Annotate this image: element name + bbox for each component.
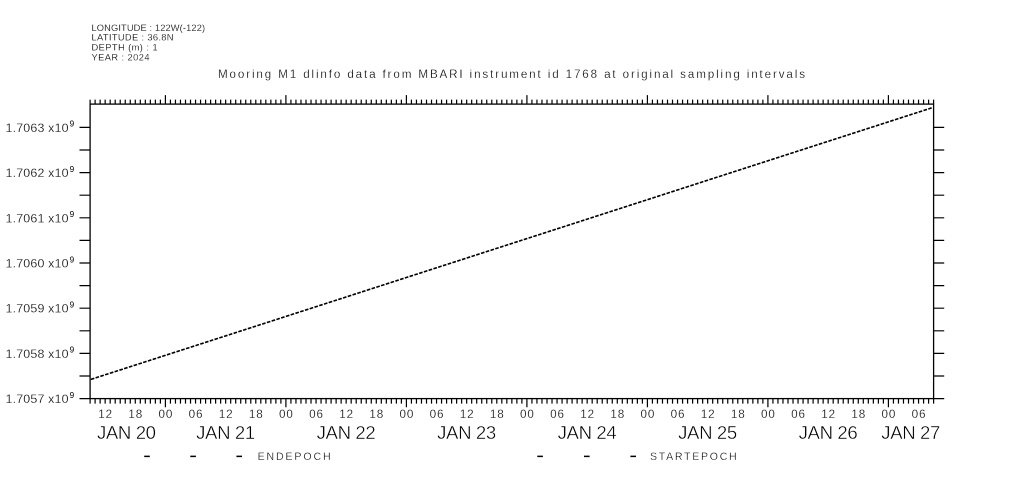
svg-text:1.7058 x10: 1.7058 x10 [6,347,69,361]
svg-text:9: 9 [70,165,75,174]
svg-text:18: 18 [490,408,504,421]
svg-text:JAN 25: JAN 25 [678,422,737,443]
svg-text:JAN 27: JAN 27 [881,422,940,443]
svg-text:12: 12 [339,408,353,421]
svg-text:18: 18 [249,408,263,421]
svg-text:9: 9 [70,300,75,309]
svg-text:ENDEPOCH: ENDEPOCH [258,451,331,463]
svg-text:JAN 24: JAN 24 [558,422,617,443]
svg-text:06: 06 [550,408,564,421]
svg-text:9: 9 [70,346,75,355]
svg-text:06: 06 [671,408,685,421]
svg-text:9: 9 [70,120,75,129]
svg-text:06: 06 [430,408,444,421]
svg-text:12: 12 [219,408,233,421]
svg-text:9: 9 [70,255,75,264]
svg-text:1.7060 x10: 1.7060 x10 [6,256,69,270]
svg-text:18: 18 [731,408,745,421]
svg-text:JAN 20: JAN 20 [97,422,156,443]
svg-text:1.7062 x10: 1.7062 x10 [6,166,69,180]
svg-text:JAN 22: JAN 22 [317,422,376,443]
svg-text:12: 12 [701,408,715,421]
svg-text:06: 06 [791,408,805,421]
svg-text:1.7063 x10: 1.7063 x10 [6,121,69,135]
svg-text:00: 00 [158,408,172,421]
svg-text:00: 00 [279,408,293,421]
svg-text:LATITUDE : 36.8N: LATITUDE : 36.8N [92,33,174,43]
svg-text:YEAR : 2024: YEAR : 2024 [92,53,150,63]
svg-text:18: 18 [851,408,865,421]
svg-text:JAN 26: JAN 26 [799,422,858,443]
svg-text:06: 06 [309,408,323,421]
svg-text:18: 18 [369,408,383,421]
svg-text:06: 06 [189,408,203,421]
svg-text:12: 12 [98,408,112,421]
svg-text:Mooring M1 dlinfo data from MB: Mooring M1 dlinfo data from MBARI instru… [218,68,805,81]
svg-text:00: 00 [640,408,654,421]
svg-text:1.7061 x10: 1.7061 x10 [6,211,69,225]
svg-text:18: 18 [610,408,624,421]
svg-text:DEPTH (m) : 1: DEPTH (m) : 1 [92,43,158,53]
svg-text:00: 00 [881,408,895,421]
svg-text:12: 12 [460,408,474,421]
svg-text:06: 06 [912,408,926,421]
svg-text:STARTEPOCH: STARTEPOCH [650,451,737,463]
svg-text:1.7057 x10: 1.7057 x10 [6,392,69,406]
svg-text:00: 00 [520,408,534,421]
svg-text:12: 12 [821,408,835,421]
svg-text:00: 00 [399,408,413,421]
svg-text:12: 12 [580,408,594,421]
svg-text:JAN 21: JAN 21 [196,422,255,443]
svg-text:00: 00 [761,408,775,421]
svg-text:1.7059 x10: 1.7059 x10 [6,302,69,316]
svg-text:JAN 23: JAN 23 [437,422,496,443]
svg-text:18: 18 [128,408,142,421]
svg-text:9: 9 [70,210,75,219]
svg-text:9: 9 [70,391,75,400]
svg-text:LONGITUDE : 122W(-122): LONGITUDE : 122W(-122) [92,23,206,33]
